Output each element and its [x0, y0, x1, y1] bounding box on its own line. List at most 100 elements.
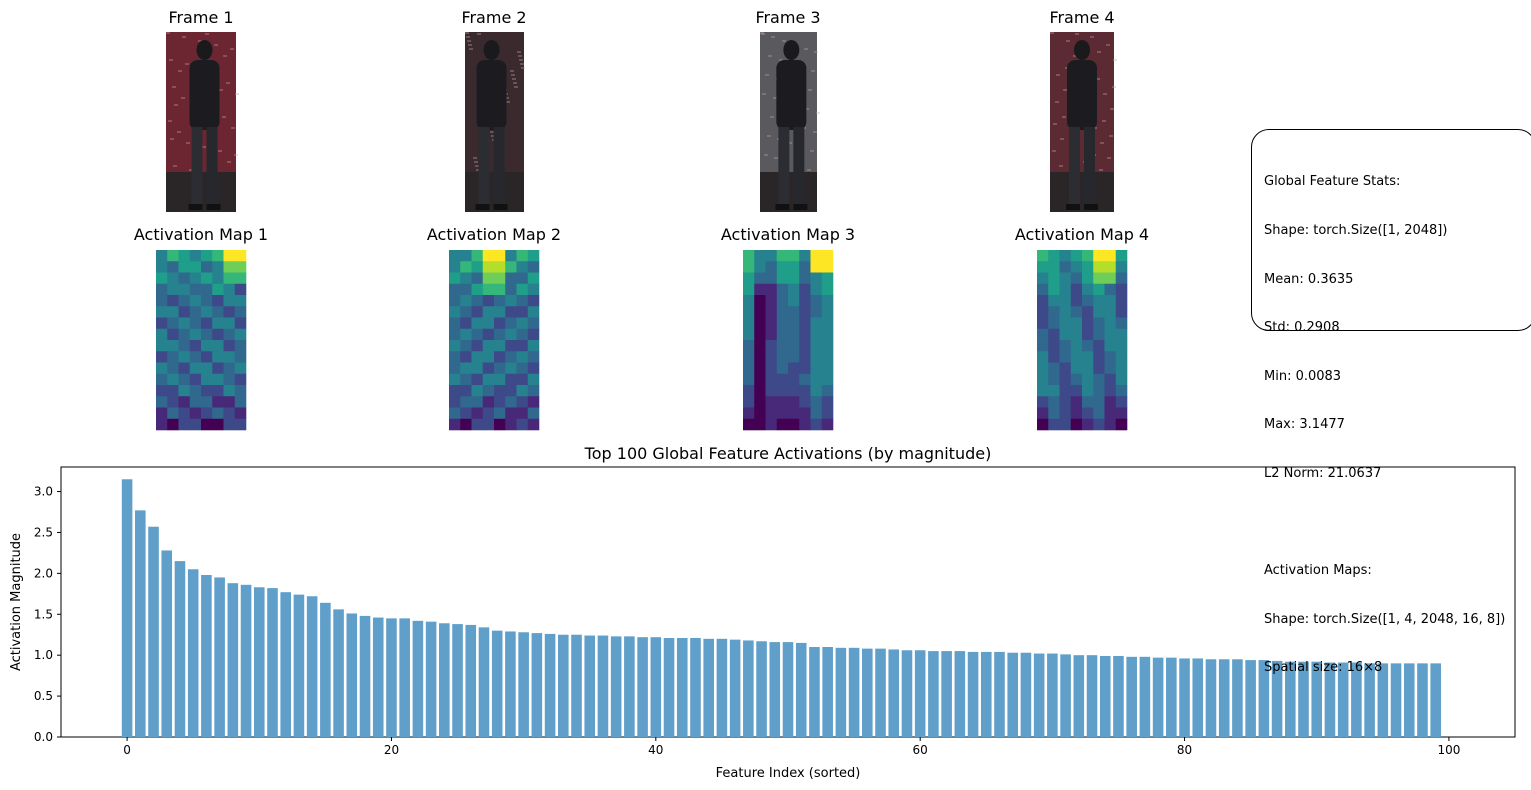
bar — [412, 620, 424, 737]
x-tick-label: 40 — [648, 743, 663, 757]
bar — [1311, 661, 1323, 737]
frame-image-3 — [760, 32, 820, 212]
bar — [875, 648, 886, 737]
stats-line: Spatial size: 16×8 — [1264, 660, 1383, 676]
stats-line: Global Feature Stats: — [1264, 174, 1401, 190]
bar — [267, 588, 278, 737]
y-tick-label: 0.5 — [34, 689, 53, 703]
bar — [478, 627, 490, 737]
bar — [1324, 662, 1336, 737]
bar — [1258, 660, 1270, 737]
bar — [227, 583, 239, 737]
stats-line: L2 Norm: 21.0637 — [1264, 465, 1382, 481]
bar — [452, 624, 463, 737]
bar — [703, 638, 714, 737]
stats-line: Std: 0.2908 — [1264, 320, 1340, 336]
bar — [558, 634, 569, 737]
bar — [465, 624, 477, 737]
bar — [756, 641, 767, 737]
y-tick-label: 1.0 — [34, 648, 53, 662]
bar — [994, 651, 1005, 737]
bar — [650, 637, 662, 737]
bar — [1245, 660, 1256, 737]
bar — [1126, 656, 1137, 737]
bar-chart: 0 20 40 60 80 100 0.0 0.5 1.0 1.5 2.0 2.5 3.0 Top 100… — [9, 444, 1516, 781]
bar — [610, 636, 622, 737]
activation-map-4 — [1037, 250, 1128, 431]
bar — [531, 633, 543, 737]
bar — [187, 569, 199, 737]
bar — [372, 617, 384, 737]
frame-image-2 — [465, 32, 525, 212]
bar — [822, 647, 833, 737]
bar — [293, 594, 305, 737]
bar — [795, 642, 807, 737]
bar — [809, 647, 820, 737]
frame-title-1: Frame 1 — [168, 8, 234, 27]
frame-title-4: Frame 4 — [1049, 8, 1115, 27]
activation-map-3 — [743, 250, 834, 431]
bar — [1047, 653, 1058, 737]
activation-map-title-2: Activation Map 2 — [426, 225, 562, 244]
bar — [1271, 660, 1283, 737]
bar — [980, 651, 992, 737]
stats-line: Max: 3.1477 — [1264, 417, 1345, 433]
frames-layer — [166, 32, 1117, 212]
bar — [253, 587, 265, 737]
bar — [505, 631, 516, 737]
bar — [1033, 653, 1045, 737]
bar — [1218, 659, 1230, 737]
bar — [201, 575, 212, 737]
y-axis-label: Activation Magnitude — [9, 533, 24, 671]
activation-map-title-1: Activation Map 1 — [133, 225, 269, 244]
bar — [1007, 652, 1018, 737]
bar — [280, 592, 291, 737]
bar — [862, 648, 873, 737]
x-tick-label: 20 — [384, 743, 399, 757]
feature-stats-box: Global Feature Stats: Shape: torch.Size(… — [1251, 129, 1531, 675]
bar — [743, 640, 754, 737]
y-tick-label: 0.0 — [34, 730, 53, 744]
bar — [584, 635, 596, 737]
bar — [544, 633, 556, 737]
stats-line: Activation Maps: — [1264, 563, 1372, 579]
bar — [1232, 659, 1243, 737]
bar — [1337, 662, 1349, 737]
bar — [425, 621, 437, 737]
chart-title: Top 100 Global Feature Activations (by m… — [584, 444, 992, 463]
y-tick-label: 1.5 — [34, 607, 53, 621]
bar — [135, 510, 146, 737]
stats-line: Mean: 0.3635 — [1264, 271, 1354, 287]
bar — [161, 550, 173, 737]
bar — [148, 526, 159, 737]
bar — [637, 637, 648, 737]
bar — [954, 651, 966, 737]
bar — [359, 615, 371, 737]
bar — [1166, 657, 1177, 737]
bar — [1152, 657, 1164, 737]
bar — [320, 602, 331, 737]
bar — [214, 577, 225, 737]
bar — [1364, 663, 1375, 737]
x-tick-label: 60 — [913, 743, 928, 757]
bar — [1099, 656, 1111, 737]
activation-maps-layer — [156, 250, 1128, 431]
bar — [1377, 663, 1389, 737]
bar — [386, 618, 397, 737]
bar — [1179, 658, 1190, 737]
bar — [941, 651, 952, 737]
y-tick-label: 2.5 — [34, 525, 53, 539]
stats-line: Shape: torch.Size([1, 2048]) — [1264, 223, 1448, 238]
bar — [1403, 663, 1415, 737]
frame-image-4 — [1050, 32, 1117, 212]
bar — [1020, 652, 1032, 737]
bar — [914, 650, 926, 737]
y-tick-label: 2.0 — [34, 566, 53, 580]
bar — [1390, 663, 1402, 737]
bar — [690, 638, 701, 737]
x-tick-label: 100 — [1437, 743, 1460, 757]
bar — [121, 479, 133, 737]
bar — [729, 639, 741, 737]
bar — [624, 636, 635, 737]
